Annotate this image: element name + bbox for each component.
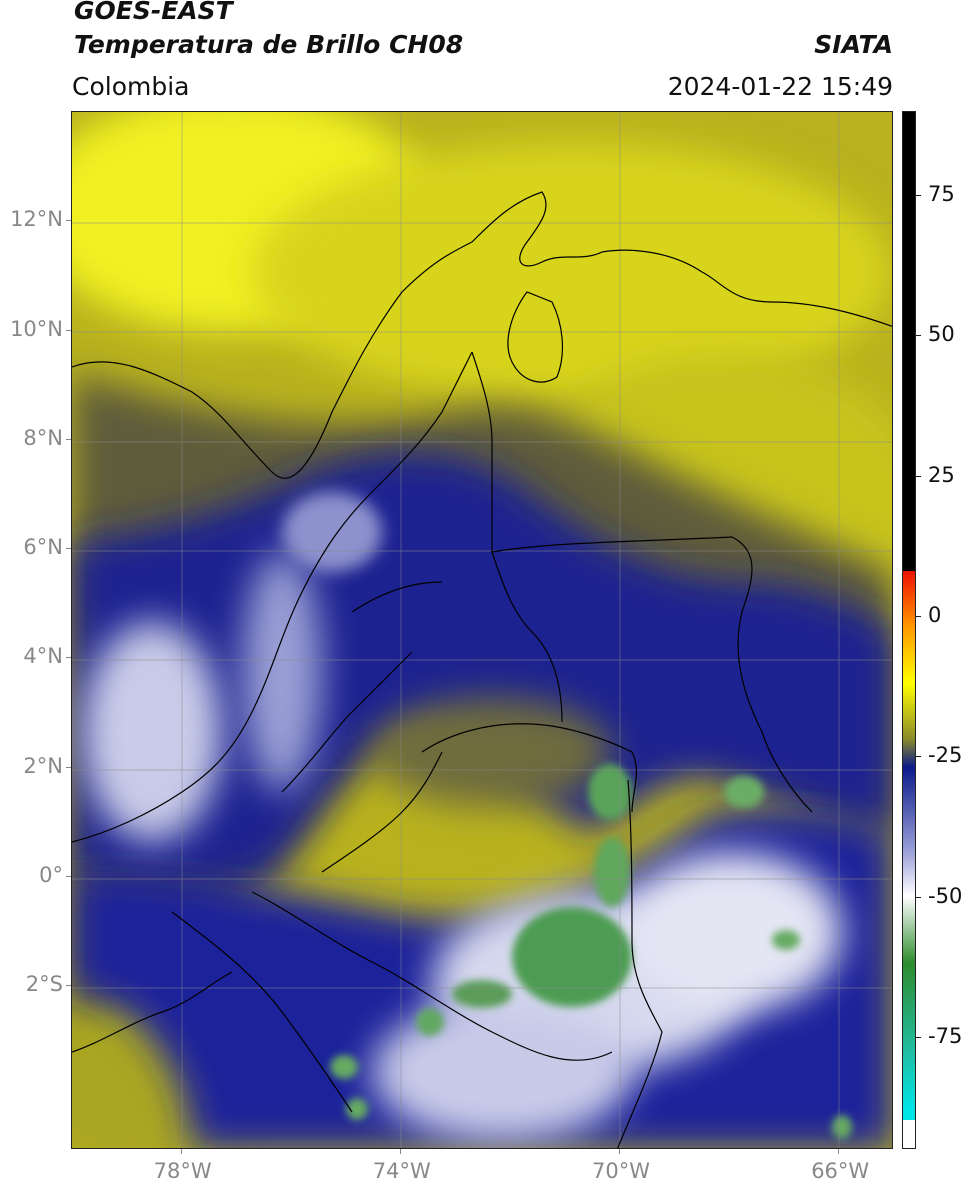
lon-tick-mark bbox=[838, 1149, 840, 1154]
satellite-map bbox=[71, 111, 893, 1149]
region-label: Colombia bbox=[72, 72, 190, 101]
satellite-title: GOES-EAST bbox=[74, 0, 233, 25]
colorbar-tick-mark bbox=[916, 195, 921, 197]
colorbar-tick-mark bbox=[916, 475, 921, 477]
lat-tick-label: 6°N bbox=[23, 535, 63, 560]
lat-tick-label: 8°N bbox=[23, 425, 63, 450]
lat-tick-label: 4°N bbox=[23, 644, 63, 669]
colorbar-tick-label: 50 bbox=[928, 322, 955, 347]
brand-label: SIATA bbox=[814, 30, 893, 59]
lon-tick-mark bbox=[180, 1149, 182, 1154]
lon-tick-mark bbox=[619, 1149, 620, 1154]
colorbar-tick-label: 75 bbox=[928, 182, 955, 207]
lat-tick-mark bbox=[66, 220, 71, 222]
graticule bbox=[72, 112, 892, 1148]
lon-tick-label: 78°W bbox=[153, 1159, 212, 1183]
colorbar-tick-mark bbox=[916, 756, 921, 758]
lat-tick-label: 10°N bbox=[10, 316, 63, 341]
lat-tick-mark bbox=[66, 875, 71, 877]
colorbar-tick-label: -75 bbox=[928, 1023, 963, 1048]
lon-tick-mark bbox=[399, 1149, 401, 1154]
borders bbox=[72, 191, 892, 1148]
lat-tick-label: 2°S bbox=[25, 972, 63, 997]
lat-tick-mark bbox=[66, 438, 71, 440]
lat-tick-label: 12°N bbox=[10, 207, 63, 232]
lon-tick-label: 66°W bbox=[811, 1159, 870, 1183]
lat-tick-label: 0° bbox=[39, 862, 63, 887]
colorbar-tick-label: 0 bbox=[928, 602, 942, 627]
colorbar-tick-label: -50 bbox=[928, 883, 963, 908]
satellite-image bbox=[72, 112, 892, 1148]
lon-tick-label: 70°W bbox=[592, 1159, 650, 1183]
colorbar-tick-mark bbox=[916, 335, 921, 337]
lat-tick-mark bbox=[66, 548, 71, 550]
colorbar-tick-label: 25 bbox=[928, 462, 955, 487]
lat-tick-mark bbox=[66, 985, 71, 987]
datetime-label: 2024-01-22 15:49 bbox=[667, 72, 893, 101]
colorbar-tick-mark bbox=[916, 1036, 921, 1038]
colorbar-tick-mark bbox=[916, 896, 921, 898]
lat-tick-mark bbox=[66, 329, 71, 331]
product-title: Temperatura de Brillo CH08 bbox=[74, 30, 464, 59]
lat-tick-label: 2°N bbox=[23, 753, 63, 778]
colorbar-tick-label: -25 bbox=[928, 743, 963, 768]
lat-tick-mark bbox=[66, 766, 71, 768]
colorbar-tick-mark bbox=[916, 615, 921, 617]
lat-tick-mark bbox=[66, 657, 71, 659]
temperature-colorbar bbox=[902, 111, 916, 1149]
lon-tick-label: 74°W bbox=[372, 1159, 431, 1183]
